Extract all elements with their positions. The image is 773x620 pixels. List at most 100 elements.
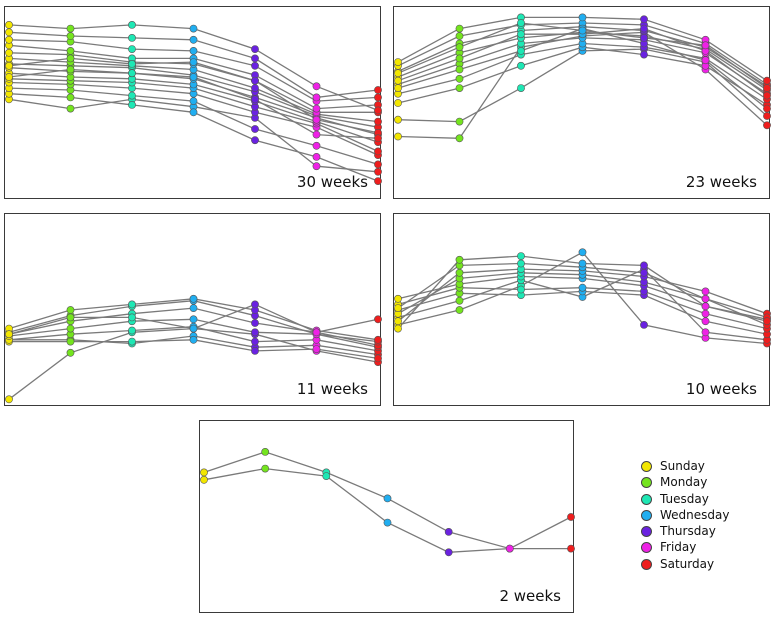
data-point-saturday <box>374 106 382 115</box>
data-point-monday <box>455 117 464 126</box>
data-point-monday <box>66 104 75 113</box>
data-point-friday <box>312 130 321 139</box>
panel-10-weeks-plot <box>394 248 771 348</box>
legend-swatch-tuesday <box>641 493 652 505</box>
data-point-wednesday <box>383 494 392 503</box>
data-point-wednesday <box>189 304 198 312</box>
data-point-monday <box>66 24 75 33</box>
data-point-saturday <box>374 134 382 143</box>
data-point-thursday <box>444 548 453 557</box>
data-point-tuesday <box>517 285 525 294</box>
data-point-friday <box>312 115 321 124</box>
data-point-sunday <box>394 58 402 66</box>
legend-label-saturday: Saturday <box>660 556 715 571</box>
panel-11-weeks-plot <box>5 294 382 404</box>
data-point-friday <box>701 294 710 303</box>
data-point-monday <box>66 93 75 102</box>
data-point-monday <box>455 54 464 63</box>
legend-swatch-wednesday <box>641 509 652 521</box>
data-point-friday <box>312 345 321 353</box>
panel-23-weeks: 23 weeks <box>393 6 771 199</box>
legend-swatch-monday <box>641 477 652 489</box>
data-point-tuesday <box>517 252 525 260</box>
data-point-monday <box>66 47 75 55</box>
data-point-wednesday <box>189 73 198 81</box>
data-point-friday <box>701 328 710 337</box>
data-point-saturday <box>763 121 771 130</box>
data-point-friday <box>312 141 321 150</box>
data-point-thursday <box>640 50 648 59</box>
legend-swatch-saturday <box>641 558 652 570</box>
data-point-monday <box>455 296 464 305</box>
panel-30-weeks: 30 weeks <box>4 6 382 199</box>
panel-11-weeks: 11 weeks <box>4 213 382 406</box>
data-point-thursday <box>640 33 648 42</box>
data-point-tuesday <box>128 20 136 29</box>
data-point-saturday <box>763 76 771 85</box>
data-point-tuesday <box>128 300 136 309</box>
data-point-sunday <box>394 84 402 92</box>
data-point-saturday <box>567 544 575 553</box>
data-point-thursday <box>251 95 259 104</box>
data-point-thursday <box>251 300 259 309</box>
data-point-wednesday <box>189 24 198 33</box>
data-point-tuesday <box>128 69 136 78</box>
panel-23-weeks-label: 23 weeks <box>685 173 757 191</box>
data-point-sunday <box>394 324 402 333</box>
series-points <box>394 248 771 348</box>
data-point-monday <box>66 65 75 74</box>
legend-swatch-sunday <box>641 461 652 472</box>
data-point-sunday <box>394 317 402 326</box>
data-point-tuesday <box>128 33 136 42</box>
legend-label-wednesday: Wednesday <box>660 507 730 522</box>
data-point-sunday <box>394 294 402 303</box>
data-point-tuesday <box>128 60 136 68</box>
data-point-friday <box>312 104 321 113</box>
data-point-friday <box>312 152 321 161</box>
data-point-friday <box>312 82 321 91</box>
data-point-friday <box>701 41 710 50</box>
legend-label-tuesday: Tuesday <box>660 491 709 506</box>
data-point-thursday <box>251 54 259 63</box>
data-point-wednesday <box>189 324 198 333</box>
legend-label-friday: Friday <box>660 540 697 555</box>
data-point-thursday <box>251 346 259 355</box>
data-point-friday <box>701 302 710 311</box>
data-point-saturday <box>374 160 382 169</box>
data-point-tuesday <box>517 47 525 55</box>
data-point-sunday <box>394 76 402 85</box>
panel-30-weeks-plot <box>5 20 382 185</box>
panel-11-weeks-label: 11 weeks <box>296 380 368 398</box>
data-point-saturday <box>374 86 382 94</box>
data-point-monday <box>455 24 464 33</box>
data-point-tuesday <box>128 101 136 109</box>
data-point-wednesday <box>189 35 198 44</box>
data-point-monday <box>66 324 75 333</box>
data-point-friday <box>701 317 710 326</box>
data-point-thursday <box>251 76 259 85</box>
panel-23-weeks-plot <box>394 13 771 143</box>
data-point-wednesday <box>189 335 198 344</box>
data-point-monday <box>66 313 75 322</box>
series-points <box>200 447 575 557</box>
data-point-saturday <box>374 177 382 185</box>
series-points <box>5 294 382 404</box>
data-point-thursday <box>640 24 648 33</box>
legend-label-thursday: Thursday <box>660 524 716 539</box>
data-point-wednesday <box>578 26 587 35</box>
data-point-saturday <box>763 104 771 113</box>
data-point-thursday <box>444 528 453 536</box>
data-point-saturday <box>763 317 771 326</box>
data-point-thursday <box>251 45 259 53</box>
data-point-wednesday <box>189 294 198 303</box>
data-point-sunday <box>5 61 13 70</box>
data-point-friday <box>312 93 321 102</box>
data-point-tuesday <box>322 472 331 480</box>
data-point-saturday <box>567 513 575 521</box>
panel-2-weeks-label: 2 weeks <box>499 587 561 605</box>
data-point-sunday <box>5 48 13 57</box>
legend-swatch-thursday <box>641 526 652 538</box>
data-point-tuesday <box>517 84 525 92</box>
data-point-tuesday <box>128 45 136 53</box>
data-point-sunday <box>5 73 13 81</box>
